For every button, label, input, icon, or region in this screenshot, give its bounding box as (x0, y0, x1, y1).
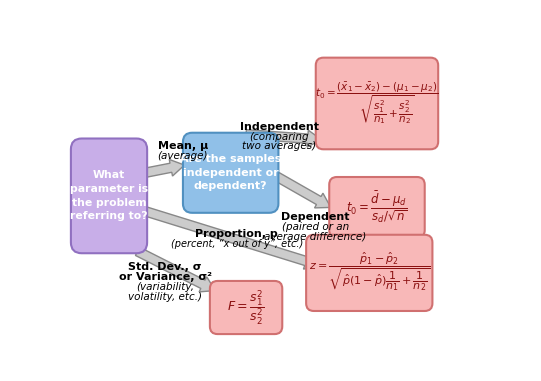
Text: Dependent: Dependent (281, 213, 349, 223)
Text: (paired or an: (paired or an (282, 223, 349, 232)
Polygon shape (275, 173, 331, 208)
Polygon shape (135, 247, 215, 292)
Polygon shape (144, 207, 319, 269)
FancyBboxPatch shape (210, 281, 282, 334)
Polygon shape (246, 130, 321, 147)
Text: Are the samples
independent or
dependent?: Are the samples independent or dependent… (180, 154, 281, 191)
Text: average difference): average difference) (264, 232, 366, 242)
Text: $z = \dfrac{\hat{p}_1 - \hat{p}_2}{\sqrt{\hat{p}(1-\hat{p})\dfrac{1}{n_1} + \dfr: $z = \dfrac{\hat{p}_1 - \hat{p}_2}{\sqrt… (309, 251, 430, 295)
Text: Mean, μ: Mean, μ (158, 141, 208, 151)
Polygon shape (144, 159, 184, 177)
Text: (comparing: (comparing (249, 131, 309, 142)
Text: two averages): two averages) (242, 141, 316, 151)
FancyBboxPatch shape (316, 58, 438, 149)
Text: (variability,: (variability, (136, 282, 194, 293)
Text: (percent, “x out of y”, etc.): (percent, “x out of y”, etc.) (171, 239, 303, 250)
Text: Proportion, p: Proportion, p (195, 229, 278, 239)
FancyBboxPatch shape (71, 139, 147, 253)
Text: What
parameter is
the problem
referring to?: What parameter is the problem referring … (70, 170, 148, 221)
FancyBboxPatch shape (183, 133, 279, 213)
Text: $F = \dfrac{s_1^2}{s_2^2}$: $F = \dfrac{s_1^2}{s_2^2}$ (227, 288, 265, 327)
FancyBboxPatch shape (329, 177, 425, 238)
Text: $t_0 = \dfrac{\bar{d} - \mu_d}{s_d/\sqrt{n}}$: $t_0 = \dfrac{\bar{d} - \mu_d}{s_d/\sqrt… (346, 189, 408, 226)
Text: Independent: Independent (240, 122, 319, 131)
Text: or Variance, σ²: or Variance, σ² (118, 272, 212, 282)
Text: $t_0 = \dfrac{(\bar{x}_1 - \bar{x}_2) - (\mu_1 - \mu_2)}{\sqrt{\dfrac{s_1^2}{n_1: $t_0 = \dfrac{(\bar{x}_1 - \bar{x}_2) - … (315, 81, 439, 126)
Text: Std. Dev., σ: Std. Dev., σ (128, 263, 202, 272)
Text: (average): (average) (157, 151, 208, 161)
FancyBboxPatch shape (306, 235, 432, 311)
Text: volatility, etc.): volatility, etc.) (128, 292, 202, 302)
